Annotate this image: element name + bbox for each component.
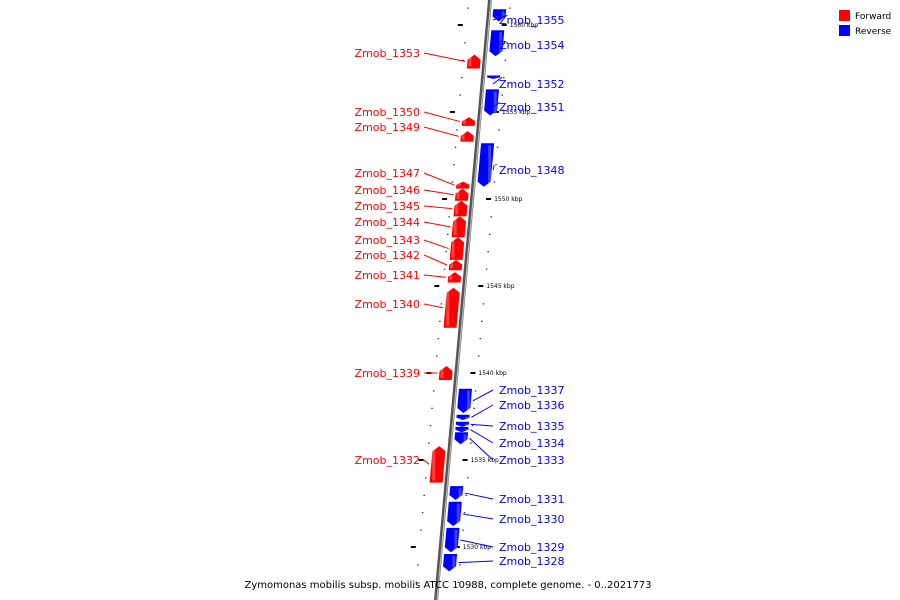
legend-reverse-swatch	[839, 25, 850, 36]
gene-zmob-1329[interactable]	[444, 527, 460, 553]
gene-zmob-1337[interactable]	[457, 388, 472, 413]
gene-zmob-1335[interactable]	[455, 421, 469, 427]
gene-label-zmob-1332: Zmob_1332	[355, 454, 420, 467]
scale-tick-label: 1535 kbp	[471, 457, 499, 464]
scale-tick-label: 1545 kbp	[486, 283, 514, 290]
gene-label-zmob-1345: Zmob_1345	[355, 200, 420, 213]
gene-zmob-1345[interactable]	[453, 200, 468, 217]
gene-zmob-1353[interactable]	[466, 54, 481, 69]
scale-tick-label: 1555 kbp	[502, 109, 530, 116]
gene-label-zmob-1331: Zmob_1331	[499, 493, 564, 506]
gene-label-zmob-1340: Zmob_1340	[355, 298, 420, 311]
gene-zmob-1351[interactable]	[484, 89, 499, 116]
gene-zmob-1340[interactable]	[443, 287, 460, 328]
gene-label-zmob-1336: Zmob_1336	[499, 399, 564, 412]
scale-tick-label: 1530 kbp	[463, 544, 491, 551]
gene-label-zmob-1335: Zmob_1335	[499, 420, 564, 433]
legend-forward-label: Forward	[855, 12, 891, 22]
gene-zmob-1332[interactable]	[429, 446, 446, 483]
genome-axis	[434, 0, 492, 600]
scale-tick-label: 1540 kbp	[478, 370, 506, 377]
gene-features: Zmob_1355 Zmob_1354 Zmob_1353 Zmob_1352 Zmob…	[355, 9, 564, 572]
genome-caption: Zymomonas mobilis subsp. mobilis ATCC 10…	[244, 580, 651, 591]
gene-label-zmob-1347: Zmob_1347	[355, 167, 420, 180]
gene-label-zmob-1342: Zmob_1342	[355, 249, 420, 262]
gene-label-zmob-1355: Zmob_1355	[499, 14, 564, 27]
gene-label-zmob-1352: Zmob_1352	[499, 78, 564, 91]
legend-reverse-label: Reverse	[855, 27, 892, 37]
gene-label-zmob-1339: Zmob_1339	[355, 367, 420, 380]
gene-zmob-1348[interactable]	[477, 143, 495, 187]
gene-zmob-1347[interactable]	[456, 181, 470, 189]
gene-zmob-1346[interactable]	[454, 188, 469, 201]
gene-zmob-1336[interactable]	[456, 414, 470, 420]
gene-zmob-1343[interactable]	[449, 237, 465, 260]
gene-zmob-1328[interactable]	[443, 554, 458, 572]
gene-label-zmob-1350: Zmob_1350	[355, 106, 420, 119]
gene-label-zmob-1351: Zmob_1351	[499, 101, 564, 114]
gene-label-zmob-1344: Zmob_1344	[355, 216, 420, 229]
gene-zmob-1334[interactable]	[455, 426, 469, 433]
gene-zmob-1352[interactable]	[487, 75, 501, 79]
gene-zmob-1333[interactable]	[454, 432, 469, 445]
gene-label-zmob-1337: Zmob_1337	[499, 384, 564, 397]
gene-label-zmob-1329: Zmob_1329	[499, 541, 564, 554]
gene-zmob-1330[interactable]	[447, 501, 462, 527]
gene-label-zmob-1354: Zmob_1354	[499, 39, 564, 52]
legend: Forward Reverse	[839, 10, 892, 37]
gene-zmob-1342[interactable]	[448, 259, 463, 271]
minor-ticks	[415, 7, 511, 583]
gene-label-zmob-1333: Zmob_1333	[499, 454, 564, 467]
gene-label-zmob-1343: Zmob_1343	[355, 234, 420, 247]
gene-zmob-1341[interactable]	[447, 272, 462, 283]
gene-zmob-1339[interactable]	[438, 366, 453, 380]
gene-zmob-1355[interactable]	[492, 9, 507, 22]
gene-label-zmob-1353: Zmob_1353	[355, 47, 420, 60]
gene-zmob-1331[interactable]	[449, 486, 464, 500]
scale-ticks: 1530 kbp 1535 kbp 1540 kbp 1545 kbp 1550 kbp…	[410, 22, 538, 551]
scale-tick-label: 1560 kbp	[510, 22, 538, 29]
gene-label-zmob-1349: Zmob_1349	[355, 121, 420, 134]
gene-zmob-1344[interactable]	[451, 216, 467, 238]
legend-forward-swatch	[839, 10, 850, 21]
gene-label-zmob-1348: Zmob_1348	[499, 164, 564, 177]
gene-label-zmob-1334: Zmob_1334	[499, 437, 564, 450]
scale-tick-label: 1550 kbp	[494, 196, 522, 203]
gene-zmob-1350[interactable]	[461, 117, 476, 126]
gene-label-zmob-1346: Zmob_1346	[355, 184, 420, 197]
gene-label-zmob-1330: Zmob_1330	[499, 513, 564, 526]
gene-zmob-1349[interactable]	[460, 131, 474, 142]
gene-zmob-1354[interactable]	[489, 30, 505, 57]
gene-label-zmob-1341: Zmob_1341	[355, 269, 420, 282]
gene-label-zmob-1328: Zmob_1328	[499, 555, 564, 568]
